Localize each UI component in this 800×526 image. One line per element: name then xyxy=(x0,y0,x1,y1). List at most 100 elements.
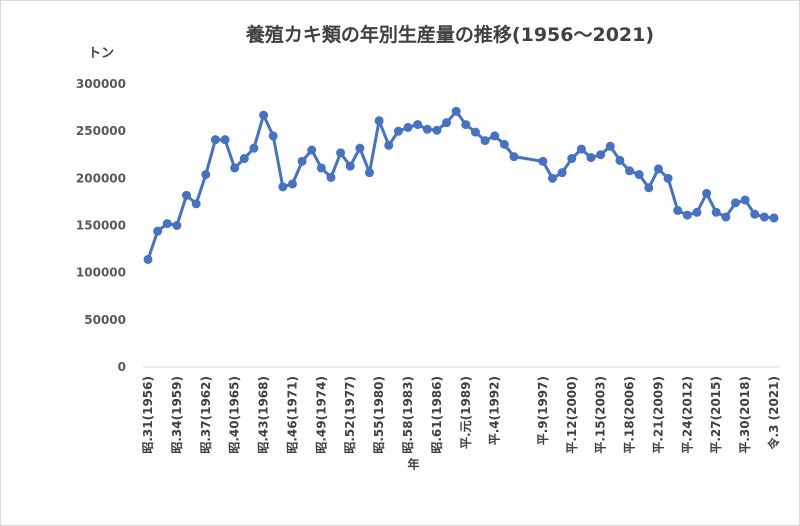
data-point xyxy=(413,120,423,130)
data-point xyxy=(249,143,259,153)
data-point xyxy=(403,122,413,132)
data-point xyxy=(480,136,490,146)
data-point xyxy=(769,213,779,223)
y-tick-label: 0 xyxy=(118,360,126,374)
data-point xyxy=(470,127,480,137)
x-tick-label: 平.15(2003) xyxy=(594,376,608,454)
data-point xyxy=(210,135,220,145)
y-tick-label: 150000 xyxy=(76,219,126,233)
data-point xyxy=(644,183,654,193)
data-point xyxy=(711,207,721,217)
data-point xyxy=(162,219,172,229)
x-tick-label: 昭.52(1977) xyxy=(343,376,357,454)
data-point xyxy=(557,168,567,178)
data-point xyxy=(625,166,635,176)
data-point xyxy=(759,212,769,222)
data-point xyxy=(326,172,336,182)
data-point xyxy=(345,161,355,171)
data-point xyxy=(605,141,615,151)
data-point xyxy=(673,205,683,215)
data-point xyxy=(239,154,249,164)
data-point xyxy=(384,140,394,150)
data-point xyxy=(422,124,432,134)
data-point xyxy=(393,126,403,136)
y-tick-label: 300000 xyxy=(76,77,126,91)
data-point xyxy=(230,163,240,173)
data-point xyxy=(586,153,596,163)
data-point xyxy=(153,226,163,236)
y-tick-label: 250000 xyxy=(76,124,126,138)
data-point xyxy=(278,182,288,192)
x-tick-label: 平.元(1989) xyxy=(459,376,473,449)
data-point xyxy=(451,106,461,116)
data-point xyxy=(547,173,557,183)
data-point xyxy=(201,170,211,180)
x-tick-label: 平.9(1997) xyxy=(536,376,550,445)
y-axis-ticks: 0 50000 100000 150000 200000 250000 300000 xyxy=(76,77,126,374)
data-point xyxy=(442,118,452,128)
data-point xyxy=(567,154,577,164)
data-point xyxy=(268,131,278,141)
x-tick-label: 昭.58(1983) xyxy=(401,376,415,454)
data-point xyxy=(365,168,375,178)
data-point xyxy=(432,125,442,135)
x-tick-label: 平.24(2012) xyxy=(680,376,694,454)
data-point xyxy=(750,209,760,219)
data-point xyxy=(374,116,384,126)
x-axis-ticks: 昭.31(1956) 昭.34(1959) 昭.37(1962) 昭.40(1965)… xyxy=(141,376,781,454)
x-tick-label: 平.21(2009) xyxy=(651,376,665,454)
x-tick-label: 昭.34(1959) xyxy=(170,376,184,454)
data-point xyxy=(740,195,750,205)
chart-title: 養殖カキ類の年別生産量の推移(1956～2021) xyxy=(245,24,655,46)
y-tick-label: 100000 xyxy=(76,266,126,280)
x-tick-label: 昭.46(1971) xyxy=(285,376,299,454)
series-line xyxy=(146,109,775,260)
data-point xyxy=(499,139,509,149)
data-point xyxy=(576,144,586,154)
data-point xyxy=(596,150,606,160)
x-tick-label: 昭.40(1965) xyxy=(228,376,242,454)
data-point xyxy=(615,155,625,165)
x-tick-label: 昭.43(1968) xyxy=(257,376,271,454)
data-point xyxy=(287,179,297,189)
data-point xyxy=(692,207,702,217)
data-point xyxy=(259,110,269,120)
data-point xyxy=(634,170,644,180)
y-axis-unit-label: トン xyxy=(88,46,115,61)
data-point xyxy=(172,221,182,230)
data-point xyxy=(702,188,712,198)
series-layer xyxy=(143,106,779,264)
data-point xyxy=(538,156,548,166)
data-point xyxy=(682,210,692,220)
data-point xyxy=(191,199,201,209)
data-point xyxy=(307,145,317,155)
data-point xyxy=(730,198,740,208)
data-point xyxy=(509,152,519,162)
data-point xyxy=(220,135,230,145)
x-tick-label: 令.3 (2021) xyxy=(766,376,781,450)
x-tick-label: 昭.31(1956) xyxy=(141,376,155,454)
x-tick-label: 平.27(2015) xyxy=(709,376,723,454)
x-tick-label: 平.12(2000) xyxy=(565,376,579,454)
x-axis-title: 年 xyxy=(406,458,420,470)
x-tick-label: 昭.55(1980) xyxy=(372,376,386,454)
x-tick-label: 昭.37(1962) xyxy=(199,376,213,454)
x-tick-label: 昭.61(1986) xyxy=(430,376,444,454)
x-tick-label: 平.4(1992) xyxy=(488,376,502,445)
x-tick-label: 平.18(2006) xyxy=(623,376,637,454)
y-tick-label: 200000 xyxy=(76,171,126,185)
data-point xyxy=(182,190,192,200)
data-point xyxy=(490,131,500,141)
data-point xyxy=(721,212,731,222)
data-point xyxy=(336,148,346,158)
data-point xyxy=(653,164,663,174)
data-point xyxy=(143,254,153,264)
y-tick-label: 50000 xyxy=(84,313,126,327)
x-tick-label: 平.30(2018) xyxy=(738,376,752,454)
data-point xyxy=(316,163,326,173)
data-point xyxy=(355,143,365,153)
data-point xyxy=(461,120,471,130)
x-tick-label: 昭.49(1974) xyxy=(314,376,328,454)
